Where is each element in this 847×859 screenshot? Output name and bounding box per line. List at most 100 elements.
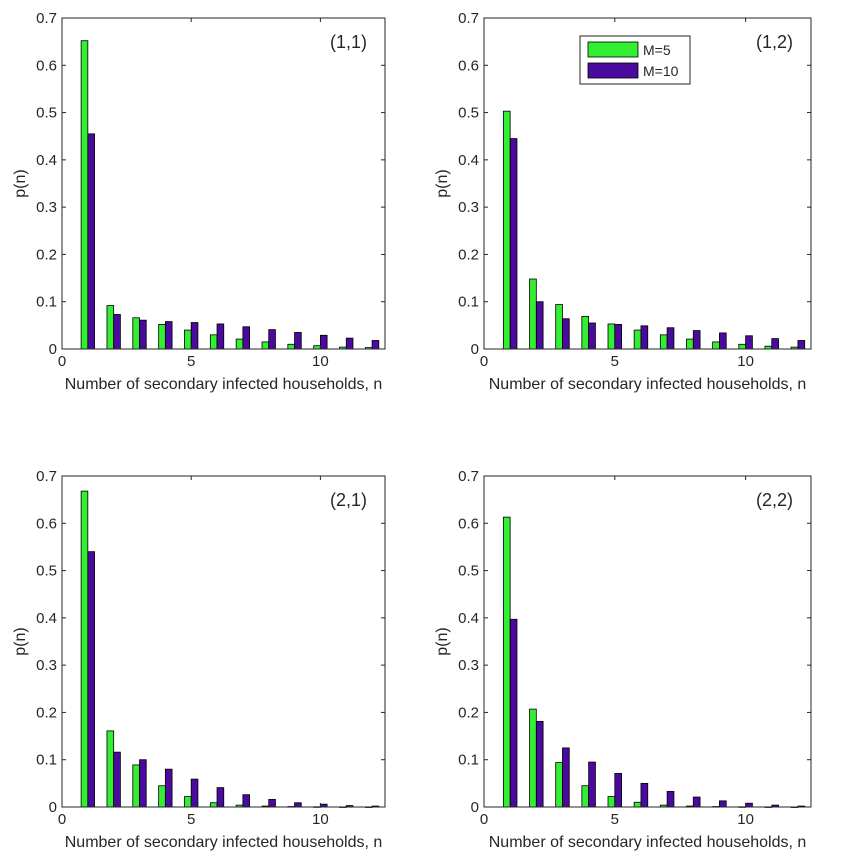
x-tick-label: 5	[611, 353, 619, 370]
bar	[502, 516, 511, 808]
bar	[745, 335, 753, 350]
panel-label: (1,1)	[330, 32, 367, 52]
y-tick-label: 0.7	[458, 468, 479, 485]
legend: M=5 M=10	[579, 35, 691, 85]
bar	[113, 314, 121, 350]
bar	[509, 618, 518, 808]
bar	[345, 337, 354, 350]
bar	[607, 323, 616, 350]
y-tick-label: 0.5	[36, 105, 57, 122]
bar	[535, 721, 544, 808]
y-tick-label: 0.5	[458, 105, 479, 122]
bar	[371, 340, 380, 350]
chart-panel-4: 0 0.1 0.2 0.3 0.4 0.5 0.6 0.7 0 5 10 Number of seco…	[434, 468, 812, 851]
bar	[139, 319, 147, 350]
y-tick-label: 0.7	[458, 10, 479, 27]
legend-swatch	[587, 41, 639, 58]
bar	[738, 343, 747, 350]
bar	[640, 782, 649, 808]
x-tick-label: 5	[187, 353, 195, 370]
x-tick-label: 10	[312, 811, 329, 828]
y-tick-label: 0.6	[458, 57, 479, 74]
y-tick-label: 0	[471, 799, 479, 816]
bar	[209, 334, 218, 350]
bar	[555, 304, 563, 350]
y-tick-label: 0.2	[458, 246, 479, 263]
y-tick-label: 0.5	[36, 563, 57, 580]
axes-box	[483, 17, 812, 350]
y-tick-label: 0.4	[458, 610, 479, 627]
bar	[132, 764, 140, 808]
y-tick-label: 0.1	[36, 752, 57, 769]
bar	[633, 801, 642, 808]
y-tick-label: 0.2	[36, 704, 57, 721]
y-axis-label: p(n)	[434, 627, 451, 655]
bar	[216, 787, 225, 808]
axes-box	[483, 475, 812, 808]
x-axis-label: Number of secondary infected households,…	[489, 834, 807, 851]
x-tick-label: 10	[312, 353, 329, 370]
y-tick-label: 0.1	[36, 294, 57, 311]
x-tick-label: 0	[58, 811, 66, 828]
x-axis-label: Number of secondary infected households,…	[489, 376, 807, 393]
bar	[555, 762, 563, 808]
y-tick-label: 0.7	[36, 468, 57, 485]
bar	[509, 138, 518, 350]
bar	[268, 799, 276, 808]
chart-panel-2: 0 0.1 0.2 0.3 0.4 0.5 0.6 0.7 0 5 10 Number of seco…	[434, 10, 812, 393]
bar	[588, 322, 596, 350]
y-tick-label: 0	[471, 341, 479, 358]
bar	[184, 329, 192, 350]
bar	[797, 340, 806, 350]
bar	[719, 332, 727, 350]
bar	[535, 301, 544, 350]
bar	[87, 551, 95, 808]
x-tick-label: 0	[58, 353, 66, 370]
x-tick-label: 0	[480, 353, 488, 370]
panel-label: (2,1)	[330, 490, 367, 510]
bar	[686, 338, 694, 350]
y-axis-label: p(n)	[12, 627, 29, 655]
legend-swatch	[587, 62, 639, 79]
bar	[190, 322, 199, 350]
panel-label: (2,2)	[756, 490, 793, 510]
bar	[588, 761, 596, 808]
bar	[106, 730, 115, 808]
bar	[607, 796, 616, 808]
bar	[139, 759, 147, 808]
y-tick-label: 0.2	[36, 246, 57, 263]
bar	[319, 334, 328, 350]
bar	[614, 324, 623, 350]
bar	[113, 751, 121, 808]
y-tick-label: 0.6	[36, 57, 57, 74]
bar	[106, 305, 115, 350]
legend-entry: M=10	[643, 63, 679, 79]
bar	[692, 796, 701, 808]
bar	[294, 802, 302, 808]
x-tick-label: 5	[187, 811, 195, 828]
x-axis-label: Number of secondary infected households,…	[65, 834, 383, 851]
bar	[562, 747, 570, 808]
bar	[529, 278, 537, 350]
bar	[158, 324, 166, 350]
bar	[502, 110, 511, 350]
x-axis-label: Number of secondary infected households,…	[65, 376, 383, 393]
bar	[719, 800, 727, 808]
chart-panel-3: 0 0.1 0.2 0.3 0.4 0.5 0.6 0.7 0 5 10 Number of seco…	[12, 468, 386, 851]
y-tick-label: 0.3	[458, 199, 479, 216]
bar	[562, 318, 570, 350]
bar	[294, 332, 302, 350]
bar	[87, 133, 95, 350]
axes-box	[61, 17, 386, 350]
y-tick-label: 0.4	[36, 152, 57, 169]
bar	[190, 778, 199, 808]
bar	[640, 325, 649, 350]
bar	[633, 329, 642, 350]
bar	[209, 802, 218, 808]
y-tick-label: 0.3	[458, 657, 479, 674]
bar	[235, 338, 244, 350]
bar	[158, 785, 166, 808]
x-tick-label: 10	[737, 811, 754, 828]
y-tick-label: 0.1	[458, 294, 479, 311]
